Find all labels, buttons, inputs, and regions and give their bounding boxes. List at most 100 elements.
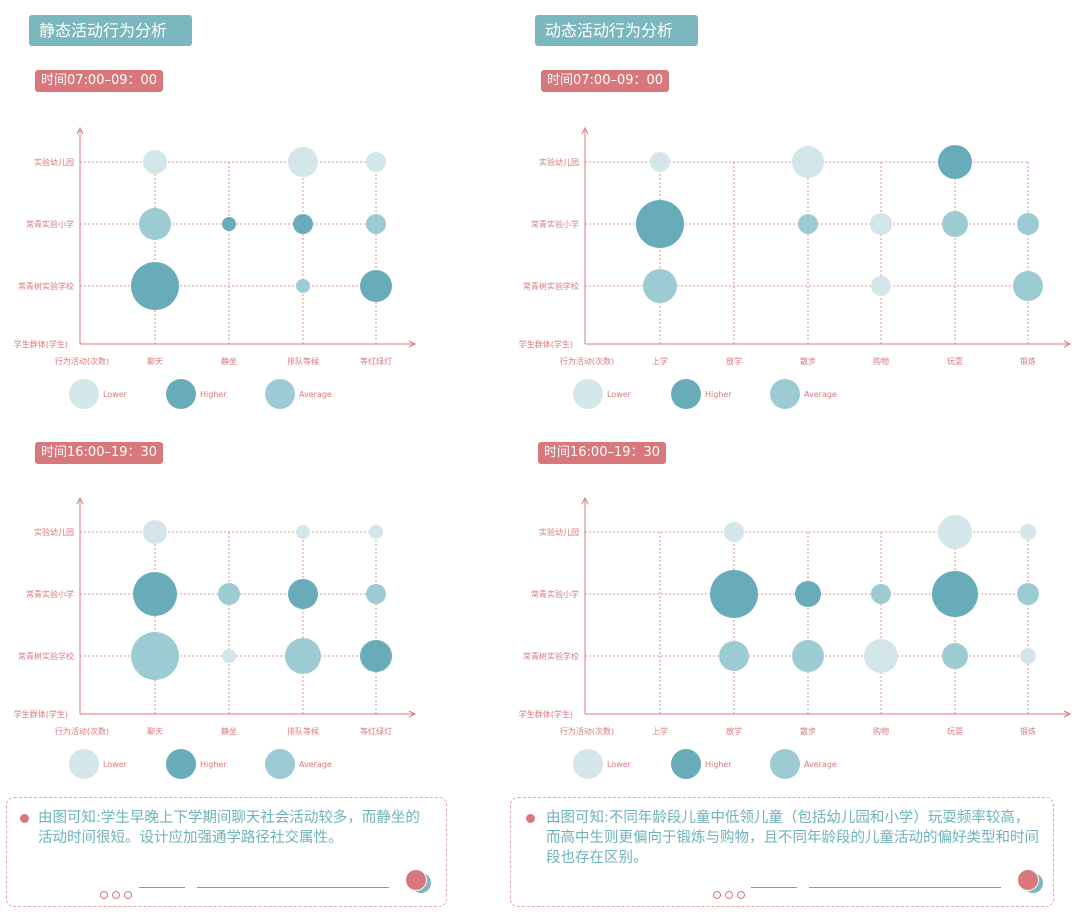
bubble-higher bbox=[795, 581, 821, 607]
time-badge-static-evening: 时间16:00–19：30 bbox=[35, 442, 164, 464]
bubble-average bbox=[942, 211, 968, 237]
legend-swatch-lower bbox=[69, 379, 99, 409]
x-axis-arrow-icon bbox=[408, 340, 417, 348]
y-axis-title: 学生群体(学生) bbox=[14, 709, 68, 719]
bubble-higher bbox=[288, 579, 318, 609]
legend-swatch-lower bbox=[573, 379, 603, 409]
dots-decoration bbox=[100, 884, 136, 903]
y-axis-title: 学生群体(学生) bbox=[519, 709, 573, 719]
bubble-lower bbox=[143, 520, 167, 544]
bubble-higher bbox=[293, 214, 313, 234]
x-tick-label: 上学 bbox=[652, 726, 668, 736]
y-tick-label: 常青实验小学 bbox=[26, 219, 74, 229]
divider-line bbox=[809, 887, 1001, 888]
bubble-lower bbox=[366, 152, 386, 172]
y-axis-title: 学生群体(学生) bbox=[519, 339, 573, 349]
static-section-title: 静态活动行为分析 bbox=[29, 15, 192, 46]
bubble-average bbox=[285, 638, 321, 674]
bubble-average bbox=[1017, 583, 1039, 605]
bubble-higher bbox=[710, 570, 758, 618]
y-axis-arrow-icon bbox=[581, 496, 589, 505]
dots-decoration bbox=[713, 884, 749, 903]
x-tick-label: 散步 bbox=[800, 726, 816, 736]
bubble-lower bbox=[296, 525, 310, 539]
x-tick-label: 放学 bbox=[726, 726, 742, 736]
legend-label-lower: Lower bbox=[103, 760, 128, 769]
y-tick-label: 常青实验小学 bbox=[26, 589, 74, 599]
x-tick-label: 玩耍 bbox=[947, 727, 963, 736]
bubble-lower bbox=[650, 152, 670, 172]
note-text-static: 由图可知:学生早晚上下学期间聊天社会活动较多，而静坐的活动时间很短。设计应加强通… bbox=[38, 810, 420, 846]
legend-label-lower: Lower bbox=[607, 760, 632, 769]
bubble-average bbox=[1013, 271, 1043, 301]
x-axis-title: 行为活动(次数) bbox=[55, 726, 109, 736]
legend-swatch-higher bbox=[166, 379, 196, 409]
x-tick-label: 锻炼 bbox=[1020, 726, 1036, 736]
legend-swatch-higher bbox=[166, 749, 196, 779]
note-box-static: 由图可知:学生早晚上下学期间聊天社会活动较多，而静坐的活动时间很短。设计应加强通… bbox=[6, 797, 447, 907]
bubble-lower bbox=[222, 649, 236, 663]
bubble-lower bbox=[870, 213, 892, 235]
y-tick-label: 常青实验小学 bbox=[531, 589, 579, 599]
y-axis-arrow-icon bbox=[76, 126, 84, 135]
legend-swatch-lower bbox=[573, 749, 603, 779]
bubble-lower bbox=[938, 515, 972, 549]
x-tick-label: 等红绿灯 bbox=[360, 726, 392, 736]
y-tick-label: 常青树实验学校 bbox=[18, 651, 74, 661]
y-axis-arrow-icon bbox=[581, 126, 589, 135]
note-text-dynamic: 由图可知:不同年龄段儿童中低领儿童（包括幼儿园和小学）玩耍频率较高，而高中生则更… bbox=[546, 810, 1039, 866]
bubble-average bbox=[366, 584, 386, 604]
y-tick-label: 常青实验小学 bbox=[531, 219, 579, 229]
legend-label-higher: Higher bbox=[200, 390, 227, 399]
x-tick-label: 散步 bbox=[800, 356, 816, 366]
bubble-average bbox=[792, 640, 824, 672]
y-tick-label: 实验幼儿园 bbox=[539, 527, 579, 537]
bullet-icon bbox=[20, 814, 29, 823]
bubble-average bbox=[366, 214, 386, 234]
bubble-average bbox=[131, 632, 179, 680]
x-tick-label: 排队等候 bbox=[287, 726, 319, 736]
x-tick-label: 购物 bbox=[873, 356, 889, 366]
x-tick-label: 锻炼 bbox=[1020, 356, 1036, 366]
y-tick-label: 常青树实验学校 bbox=[523, 651, 579, 661]
bubble-average bbox=[942, 643, 968, 669]
x-axis-title: 行为活动(次数) bbox=[560, 726, 614, 736]
legend-swatch-average bbox=[770, 379, 800, 409]
x-axis-arrow-icon bbox=[1063, 710, 1072, 718]
bubble-higher bbox=[938, 145, 972, 179]
x-tick-label: 聊天 bbox=[147, 357, 163, 366]
divider-line bbox=[751, 887, 797, 888]
legend-label-higher: Higher bbox=[705, 390, 732, 399]
bubble-lower bbox=[1020, 648, 1036, 664]
bubble-average bbox=[1017, 213, 1039, 235]
bubble-average bbox=[218, 583, 240, 605]
y-tick-label: 实验幼儿园 bbox=[34, 157, 74, 167]
x-tick-label: 购物 bbox=[873, 726, 889, 736]
y-tick-label: 常青树实验学校 bbox=[523, 281, 579, 291]
x-tick-label: 上学 bbox=[652, 356, 668, 366]
x-tick-label: 静坐 bbox=[221, 356, 237, 366]
legend-swatch-average bbox=[265, 749, 295, 779]
x-tick-label: 排队等候 bbox=[287, 356, 319, 366]
bubble-average bbox=[296, 279, 310, 293]
legend-label-higher: Higher bbox=[200, 760, 227, 769]
x-tick-label: 等红绿灯 bbox=[360, 356, 392, 366]
legend-label-average: Average bbox=[804, 760, 837, 769]
legend-label-lower: Lower bbox=[607, 390, 632, 399]
bubble-average bbox=[798, 214, 818, 234]
x-axis-title: 行为活动(次数) bbox=[55, 356, 109, 366]
x-tick-label: 静坐 bbox=[221, 726, 237, 736]
legend-label-higher: Higher bbox=[705, 760, 732, 769]
legend-swatch-average bbox=[770, 749, 800, 779]
legend-swatch-higher bbox=[671, 379, 701, 409]
bullet-icon bbox=[526, 814, 535, 823]
x-axis-title: 行为活动(次数) bbox=[560, 356, 614, 366]
bubble-higher bbox=[636, 200, 684, 248]
bubble-lower bbox=[143, 150, 167, 174]
bubble-average bbox=[643, 269, 677, 303]
bubble-average bbox=[871, 584, 891, 604]
bubble-lower bbox=[864, 639, 898, 673]
